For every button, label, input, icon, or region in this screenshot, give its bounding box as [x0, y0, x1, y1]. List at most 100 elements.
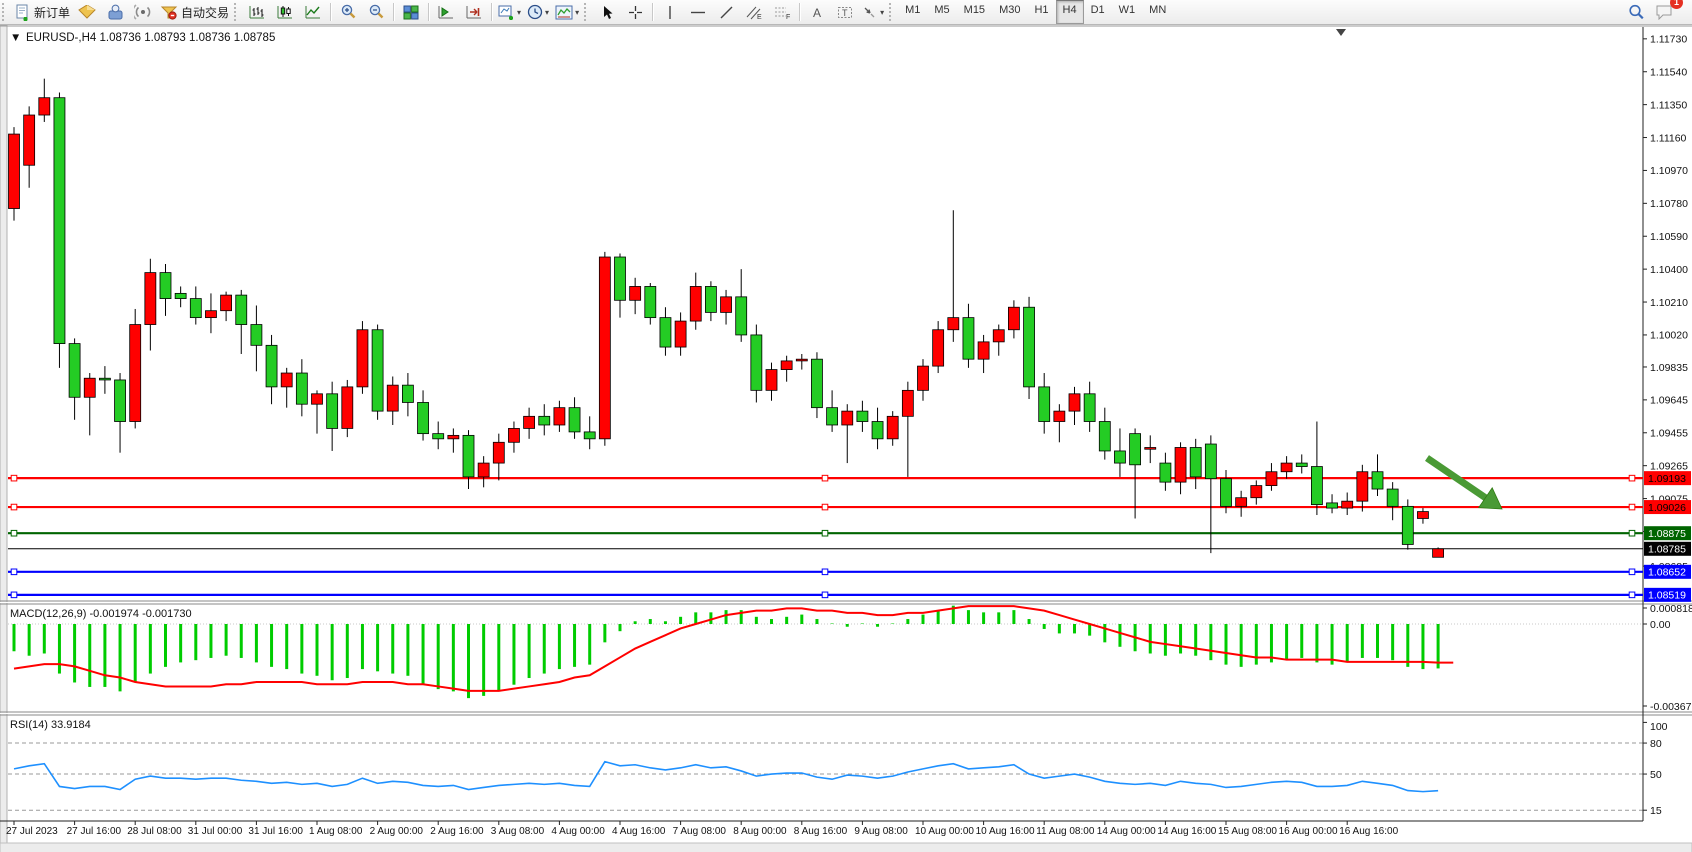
- line-handle[interactable]: [821, 529, 829, 537]
- trend-arrow-annotation[interactable]: [1425, 455, 1503, 510]
- line-handle[interactable]: [1628, 503, 1636, 511]
- zoom-out-button[interactable]: [362, 0, 390, 24]
- chart-shift-button[interactable]: [432, 0, 460, 24]
- pane-splitter-rsi[interactable]: [0, 711, 1692, 716]
- arrows-tool-button[interactable]: ▾: [859, 0, 887, 24]
- period-button[interactable]: ▾: [524, 0, 552, 24]
- time-tick-label: 8 Aug 16:00: [794, 826, 848, 837]
- pane-splitter-macd[interactable]: [0, 600, 1692, 605]
- line-handle[interactable]: [821, 474, 829, 482]
- time-axis[interactable]: 27 Jul 2023 27 Jul 16:00 28 Jul 08:00 31 Ju…: [0, 820, 1643, 837]
- candle-body: [614, 256, 626, 301]
- trendline-tool-button[interactable]: [712, 0, 740, 24]
- line-handle[interactable]: [1628, 474, 1636, 482]
- line-handle[interactable]: [821, 568, 829, 576]
- time-tick-label: 15 Aug 08:00: [1218, 826, 1277, 837]
- profile-button[interactable]: [101, 0, 129, 24]
- zoom-in-button[interactable]: [334, 0, 362, 24]
- candle-body: [856, 410, 869, 422]
- candle-body: [1174, 447, 1187, 483]
- macd-label: MACD(12,26,9) -0.001974 -0.001730: [10, 608, 192, 620]
- level-line-1.08519[interactable]: 1.08519: [8, 587, 1691, 602]
- line-handle[interactable]: [10, 529, 18, 537]
- line-handle[interactable]: [1628, 591, 1636, 599]
- channel-tool-button[interactable]: E: [740, 0, 768, 24]
- candle-chart-button[interactable]: [271, 0, 299, 24]
- new-order-button[interactable]: 新订单: [11, 0, 73, 24]
- new-order-icon: [16, 4, 28, 21]
- notification-badge: 1: [1670, 0, 1683, 9]
- dropdown-caret-icon[interactable]: ▾: [880, 7, 885, 17]
- signals-icon: [134, 4, 151, 20]
- tf-button-m1[interactable]: M1: [905, 4, 921, 16]
- crosshair-tool-button[interactable]: [621, 0, 649, 24]
- toolbar-grip: [889, 3, 896, 21]
- bar-chart-button[interactable]: [243, 0, 271, 24]
- tf-button-m5[interactable]: M5: [934, 4, 950, 16]
- candle-body: [99, 377, 111, 381]
- fibonacci-tool-button[interactable]: F: [768, 0, 796, 24]
- price-tick-label: 1.09835: [1650, 362, 1688, 374]
- line-handle[interactable]: [10, 474, 18, 482]
- tf-button-m30[interactable]: M30: [999, 4, 1021, 16]
- signals-button[interactable]: [129, 0, 157, 24]
- candle-body: [1204, 443, 1217, 480]
- text-tool-button[interactable]: A: [803, 0, 831, 24]
- price-tick-label: 1.09455: [1650, 428, 1688, 440]
- line-handle[interactable]: [1628, 529, 1636, 537]
- chart-shift-icon: [438, 5, 454, 18]
- level-line-1.08875[interactable]: 1.08875: [8, 526, 1691, 541]
- tf-button-h1[interactable]: H1: [1034, 4, 1049, 16]
- cursor-tool-button[interactable]: [593, 0, 621, 24]
- line-handle[interactable]: [1628, 568, 1636, 576]
- candle-body: [447, 434, 460, 440]
- price-tick-label: 1.09265: [1650, 460, 1688, 472]
- level-price-label: [1644, 526, 1691, 541]
- vertical-line-tool-button[interactable]: [656, 0, 684, 24]
- time-tick-label: 7 Aug 08:00: [673, 826, 727, 837]
- new-chart-button[interactable]: ▾: [495, 0, 524, 24]
- candle-body: [114, 379, 126, 422]
- svg-text:T: T: [842, 8, 848, 18]
- tf-button-m15[interactable]: M15: [963, 4, 986, 16]
- line-handle[interactable]: [821, 591, 829, 599]
- time-tick-label: 14 Aug 00:00: [1097, 826, 1156, 837]
- candle-body: [1341, 500, 1354, 509]
- candle-chart-icon: [277, 5, 293, 18]
- tf-button-h4[interactable]: H4: [1055, 0, 1084, 24]
- template-button[interactable]: ▾: [552, 0, 582, 24]
- tile-windows-icon: [403, 5, 419, 19]
- level-line-1.08652[interactable]: 1.08652: [8, 564, 1691, 579]
- candle-body: [477, 462, 490, 478]
- tf-button-w1[interactable]: W1: [1118, 4, 1136, 16]
- horizontal-line-tool-button[interactable]: [684, 0, 712, 24]
- price-axis[interactable]: 1.11730 1.11540 1.11350 1.11160 1.10970 1.107…: [1642, 27, 1688, 821]
- tf-button-d1[interactable]: D1: [1090, 4, 1105, 16]
- funds-button[interactable]: [73, 0, 101, 24]
- level-line-1.09026[interactable]: 1.09026: [8, 500, 1691, 515]
- dropdown-caret-icon[interactable]: ▾: [575, 7, 580, 17]
- candle-body: [598, 256, 611, 440]
- line-chart-button[interactable]: [299, 0, 327, 24]
- candle-body: [992, 329, 1005, 343]
- tile-windows-button[interactable]: [397, 0, 425, 24]
- candle-body: [553, 407, 566, 426]
- symbol-dropdown-icon[interactable]: ▼: [10, 32, 21, 44]
- tf-button-mn[interactable]: MN: [1149, 4, 1167, 16]
- zoom-out-icon: [369, 4, 383, 19]
- label-tool-button[interactable]: T: [831, 0, 859, 24]
- line-handle[interactable]: [10, 503, 18, 511]
- line-handle[interactable]: [10, 568, 18, 576]
- bid-price-line: 1.08785: [8, 541, 1691, 556]
- autotrade-button[interactable]: 自动交易: [157, 0, 232, 24]
- price-tick-label: 1.09645: [1650, 395, 1688, 407]
- time-tick-label: 3 Aug 08:00: [491, 826, 545, 837]
- search-button[interactable]: [1622, 0, 1650, 24]
- level-line-1.09193[interactable]: 1.09193: [8, 471, 1691, 486]
- line-handle[interactable]: [10, 591, 18, 599]
- dropdown-caret-icon[interactable]: ▾: [517, 7, 522, 17]
- dropdown-caret-icon[interactable]: ▾: [545, 7, 550, 17]
- line-handle[interactable]: [821, 503, 829, 511]
- auto-scroll-button[interactable]: [460, 0, 488, 24]
- chat-button[interactable]: 1: [1650, 0, 1683, 24]
